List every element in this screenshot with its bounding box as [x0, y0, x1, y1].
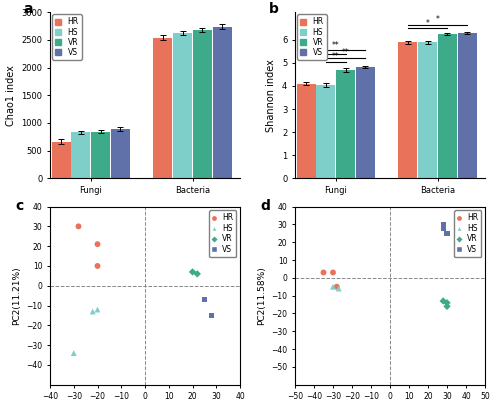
Point [74, 223, 82, 230]
Point [443, 303, 451, 309]
Text: d: d [261, 199, 270, 213]
Bar [110, 129, 130, 178]
Point [94, 241, 102, 247]
Bar [193, 30, 212, 178]
Y-axis label: Chao1 index: Chao1 index [6, 65, 16, 126]
Text: **: ** [342, 48, 349, 57]
Y-axis label: PC2(11.21%): PC2(11.21%) [12, 266, 20, 325]
Point [89, 308, 97, 315]
Text: **: ** [332, 40, 340, 49]
Point [320, 269, 328, 276]
Bar [316, 85, 336, 178]
Bar [173, 33, 192, 178]
Point [70, 350, 78, 356]
Legend: HR, HS, VR, VS: HR, HS, VR, VS [209, 210, 236, 257]
Text: c: c [16, 199, 24, 213]
Text: **: ** [332, 52, 340, 61]
Legend: HR, HS, VR, VS: HR, HS, VR, VS [298, 15, 327, 60]
Point [94, 306, 102, 313]
Bar [458, 33, 476, 178]
Text: a: a [24, 2, 33, 16]
Text: *: * [436, 15, 440, 24]
Point [443, 300, 451, 306]
Bar [52, 142, 70, 178]
Point [439, 225, 447, 231]
Point [94, 263, 102, 269]
Point [193, 271, 201, 277]
Text: *: * [324, 45, 328, 53]
Bar [91, 132, 110, 178]
Point [439, 221, 447, 228]
Bar [356, 67, 374, 178]
Bar [398, 42, 417, 178]
Text: b: b [268, 2, 278, 16]
Bar [336, 70, 355, 178]
Y-axis label: PC2(11.58%): PC2(11.58%) [256, 266, 266, 325]
Point [329, 269, 337, 276]
Point [443, 230, 451, 237]
Bar [296, 84, 316, 178]
Bar [212, 27, 232, 178]
Point [188, 269, 196, 275]
Point [439, 298, 447, 304]
Bar [418, 42, 437, 178]
Point [329, 284, 337, 290]
Point [334, 285, 342, 292]
Point [333, 284, 341, 290]
Point [208, 312, 216, 319]
Bar [438, 34, 457, 178]
Text: *: * [426, 19, 430, 28]
Bar [154, 38, 172, 178]
Y-axis label: Shannon index: Shannon index [266, 59, 276, 132]
Point [200, 296, 208, 303]
Legend: HR, HS, VR, VS: HR, HS, VR, VS [52, 15, 82, 60]
Legend: HR, HS, VR, VS: HR, HS, VR, VS [454, 210, 481, 257]
Bar [72, 132, 90, 178]
